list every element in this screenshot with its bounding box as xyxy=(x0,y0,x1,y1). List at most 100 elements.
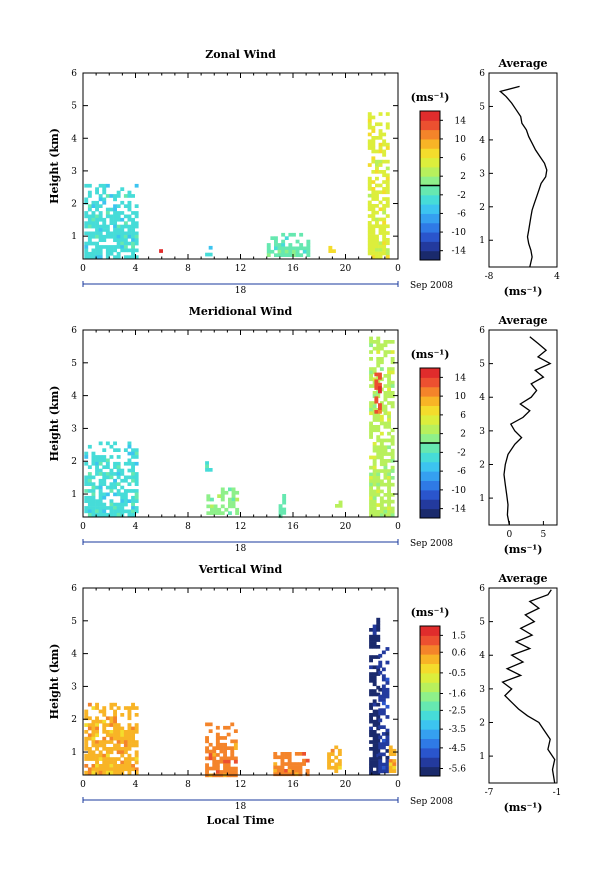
data-cell xyxy=(95,706,99,710)
data-cell xyxy=(87,723,92,727)
data-cell xyxy=(84,255,89,259)
data-cell xyxy=(219,736,224,740)
data-cell xyxy=(367,119,372,123)
data-cell xyxy=(387,370,391,375)
data-cell xyxy=(217,511,222,515)
data-cell xyxy=(87,238,92,242)
data-cell xyxy=(120,468,125,473)
data-cell xyxy=(371,231,376,235)
data-cell xyxy=(376,716,381,721)
data-cell xyxy=(95,770,99,775)
data-cell xyxy=(113,509,117,514)
colorbar-swatch xyxy=(420,111,440,121)
data-cell xyxy=(95,757,99,761)
data-cell xyxy=(274,253,278,257)
data-cell xyxy=(91,234,96,239)
data-cell xyxy=(390,380,395,385)
data-cell xyxy=(273,765,278,770)
data-cell xyxy=(123,743,128,748)
data-cell xyxy=(116,455,121,459)
data-cell xyxy=(383,462,388,467)
data-cell xyxy=(223,736,227,740)
data-cell xyxy=(378,382,382,387)
data-cell xyxy=(95,499,99,503)
colorbar-swatch xyxy=(420,471,440,482)
data-cell xyxy=(372,418,377,422)
data-cell xyxy=(372,624,377,629)
data-cell xyxy=(116,217,121,222)
data-cell xyxy=(131,255,135,259)
data-cell xyxy=(87,702,92,707)
data-cell xyxy=(120,241,125,246)
data-cell xyxy=(335,504,339,508)
data-cell xyxy=(127,475,132,480)
data-cell xyxy=(372,493,377,497)
x-tick-label: 12 xyxy=(235,780,246,790)
data-cell xyxy=(113,730,117,734)
data-cell xyxy=(98,234,103,239)
data-cell xyxy=(91,248,96,253)
data-cell xyxy=(378,200,383,205)
data-cell xyxy=(379,513,384,518)
colorbar-tick-label: -2.5 xyxy=(449,706,467,716)
data-cell xyxy=(134,706,139,710)
data-cell xyxy=(109,716,114,721)
data-cell xyxy=(134,760,139,765)
data-cell xyxy=(98,455,103,459)
data-cell xyxy=(371,142,376,147)
data-cell xyxy=(385,704,390,709)
data-cell xyxy=(387,479,391,484)
data-cell xyxy=(105,492,110,497)
data-cell xyxy=(213,504,218,509)
data-cell xyxy=(376,394,381,399)
data-cell xyxy=(378,687,383,692)
data-cell xyxy=(372,428,377,433)
data-cell xyxy=(123,747,128,751)
average-profile-line xyxy=(498,85,548,268)
data-cell xyxy=(383,448,388,453)
data-cell xyxy=(230,756,235,761)
data-cell xyxy=(371,193,376,198)
data-cell xyxy=(378,670,383,675)
data-cell xyxy=(131,506,135,510)
data-cell xyxy=(372,404,377,409)
data-cell xyxy=(382,234,387,239)
data-cell xyxy=(376,479,381,484)
data-cell xyxy=(376,455,381,460)
data-cell xyxy=(372,689,377,693)
data-cell xyxy=(113,770,117,775)
data-cell xyxy=(327,755,331,760)
data-cell xyxy=(371,251,376,256)
data-cell xyxy=(127,207,132,212)
average-y-tick-label: 5 xyxy=(479,360,485,370)
data-cell xyxy=(292,246,296,251)
data-cell xyxy=(113,207,117,212)
data-cell xyxy=(113,231,117,236)
data-cell xyxy=(383,472,388,477)
data-cell xyxy=(113,204,117,208)
data-cell xyxy=(91,757,96,761)
data-cell xyxy=(379,455,384,460)
data-cell xyxy=(376,638,381,642)
data-cell xyxy=(91,217,96,222)
data-cell xyxy=(284,752,288,756)
data-cell xyxy=(98,468,103,473)
data-cell xyxy=(131,245,135,249)
colorbar-tick-label: 10 xyxy=(455,392,467,402)
data-cell xyxy=(369,692,373,697)
data-cell xyxy=(102,757,107,761)
data-cell xyxy=(367,180,372,184)
data-cell xyxy=(131,472,135,476)
data-cell xyxy=(383,411,388,416)
data-cell xyxy=(372,682,377,687)
data-cell xyxy=(109,502,114,507)
data-cell xyxy=(367,112,372,116)
data-cell xyxy=(385,732,390,736)
data-cell xyxy=(131,217,135,222)
data-cell xyxy=(116,743,121,748)
data-cell xyxy=(382,231,387,235)
data-cell xyxy=(294,765,299,770)
data-cell xyxy=(382,238,387,242)
data-cell xyxy=(284,246,289,251)
data-cell xyxy=(378,217,383,222)
